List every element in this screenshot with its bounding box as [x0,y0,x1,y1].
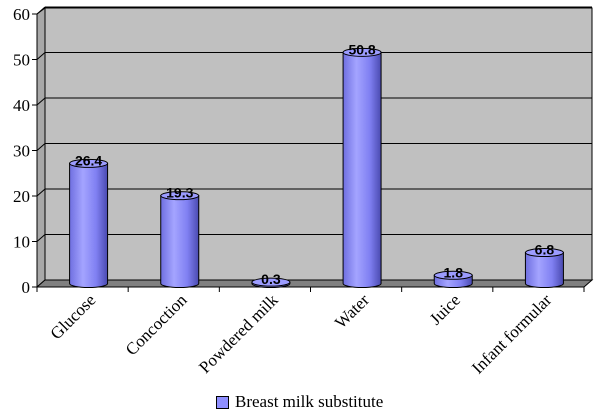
y-tick-label: 30 [13,142,30,161]
gridline-depth [36,188,46,197]
gridline-depth [36,234,46,242]
y-tick-label: 40 [13,96,30,115]
bar [251,277,291,288]
x-category-label: Infant formular [468,290,555,377]
y-tick-label: 60 [13,5,30,24]
plot-floor [35,279,594,288]
bar-body [160,195,200,288]
bar [69,158,109,288]
bar [524,248,564,288]
bar-top [524,248,564,258]
chart-legend: Breast milk substitute [216,392,383,412]
x-category-label: Powdered milk [195,290,282,377]
legend-swatch [216,395,229,409]
gridline-depth [36,143,46,151]
y-tick-label: 20 [13,187,30,206]
bar-top [69,158,109,168]
bar-top [160,191,200,201]
data-label: 0.3 [261,271,281,287]
data-label: 1.8 [444,264,464,280]
gridline-depth [36,97,46,106]
y-tick-label: 50 [13,51,30,70]
bar-chart: 0 10 20 30 40 50 60 26.4 19.3 0.3 50.8 1.8 6.8 Gluco… [13,5,594,378]
bar-body [524,252,564,288]
bar-top [251,277,291,287]
bar-body [342,51,382,288]
x-category-label: Water [331,290,373,332]
bar [433,270,473,288]
bar [160,191,200,288]
x-category-label: Glucose [47,290,100,343]
gridline-depth [36,52,46,60]
data-label: 26.4 [75,152,102,168]
bar-top [342,47,382,57]
bar-body [69,162,109,288]
data-label: 50.8 [348,41,375,57]
gridline-depth [36,6,46,15]
legend-label: Breast milk substitute [235,392,384,411]
data-label: 19.3 [166,185,193,201]
bar-top [433,270,473,280]
data-label: 6.8 [535,242,555,258]
x-category-label: Juice [426,290,464,328]
y-tick-label: 0 [22,278,31,297]
x-category-label: Concoction [122,290,191,359]
bar [342,47,382,288]
y-tick-label: 10 [13,233,30,252]
